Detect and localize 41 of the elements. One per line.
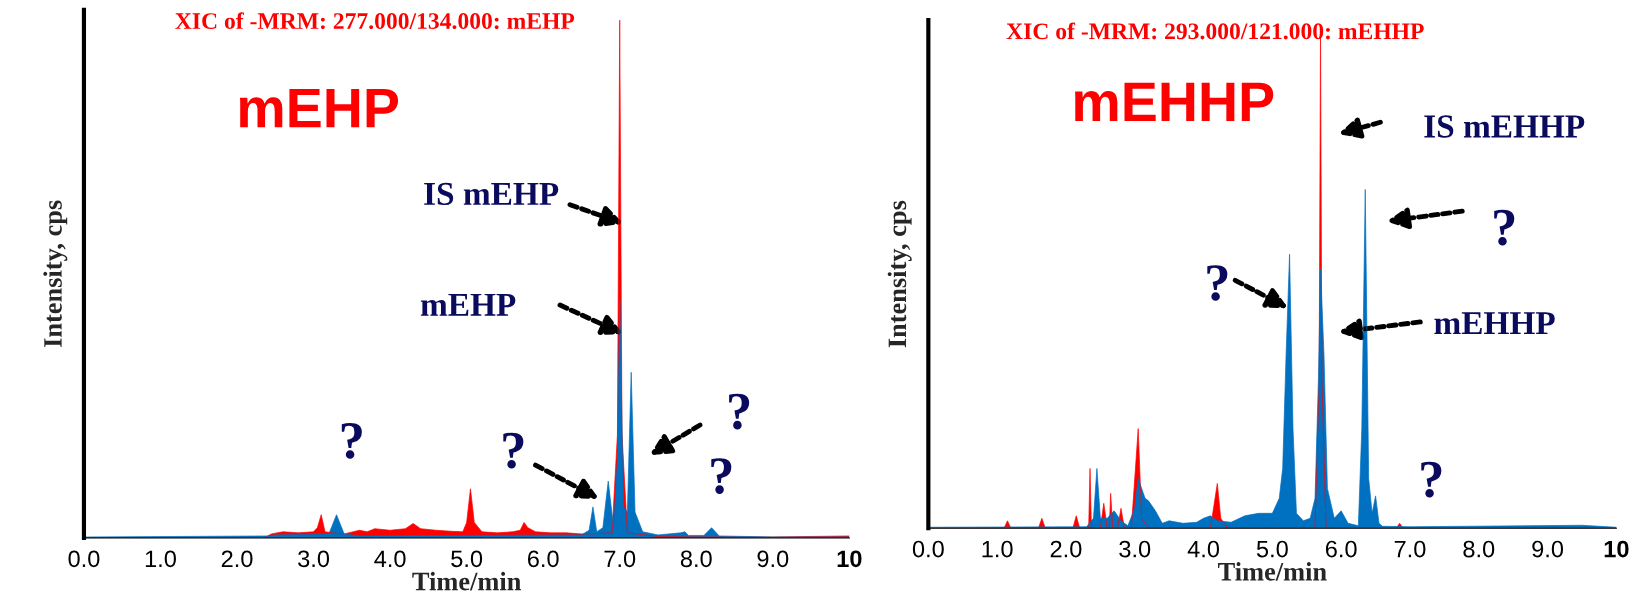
x-tick-label: 7.0	[1394, 540, 1426, 558]
x-tick-label: 3.0	[1119, 540, 1151, 558]
x-tick-label: 0.0	[912, 540, 944, 558]
annotation: ?	[1421, 461, 1442, 498]
x-tick-label: 8.0	[680, 550, 712, 568]
annotation: XIC of -MRM: 277.000/134.000: mEHP	[175, 12, 575, 30]
x-tick-label: 5.0	[1256, 540, 1288, 558]
annotation: ?	[711, 458, 732, 494]
x-tick-label: 2.0	[1050, 540, 1082, 558]
x-tick-label: 1.0	[982, 540, 1013, 558]
x-tick-label: 9.0	[757, 550, 789, 568]
x-tick-label: 5.0	[451, 550, 483, 568]
annotation: XIC of -MRM: 293.000/121.000: mEHHP	[1006, 22, 1424, 40]
x-axis-title: Time/min	[1218, 562, 1327, 581]
x-tick-label: 10	[837, 550, 862, 568]
annotation: IS mEHP	[424, 182, 559, 206]
x-tick-label: 3.0	[298, 550, 330, 568]
x-tick-label: 9.0	[1532, 540, 1564, 558]
annotation: mEHHP	[1434, 312, 1555, 335]
annotation: IS mEHHP	[1424, 115, 1585, 138]
x-tick-label: 1.0	[145, 550, 176, 568]
x-tick-label: 7.0	[604, 550, 636, 568]
annotation: mEHP	[240, 88, 399, 128]
annotation: mEHP	[420, 293, 516, 316]
annotation: ?	[1207, 265, 1228, 301]
annotation: ?	[341, 423, 362, 459]
annotation: ?	[729, 393, 750, 430]
annotation: ?	[1494, 209, 1515, 246]
x-tick-label: 4.0	[1187, 540, 1220, 558]
x-tick-label: 6.0	[527, 550, 559, 568]
x-tick-label: 0.0	[68, 550, 100, 568]
annotation: mEHHP	[1075, 82, 1274, 121]
x-tick-label: 8.0	[1463, 540, 1495, 558]
x-axis-title: Time/min	[412, 571, 521, 591]
x-tick-label: 6.0	[1325, 540, 1357, 558]
y-axis-title: Intensity, cps	[887, 200, 912, 348]
annotation: ?	[503, 432, 524, 469]
x-tick-label: 2.0	[221, 550, 253, 568]
x-tick-label: 4.0	[374, 550, 406, 568]
x-tick-label: 10	[1604, 540, 1629, 558]
y-axis-title: Intensity, cps	[43, 200, 68, 348]
